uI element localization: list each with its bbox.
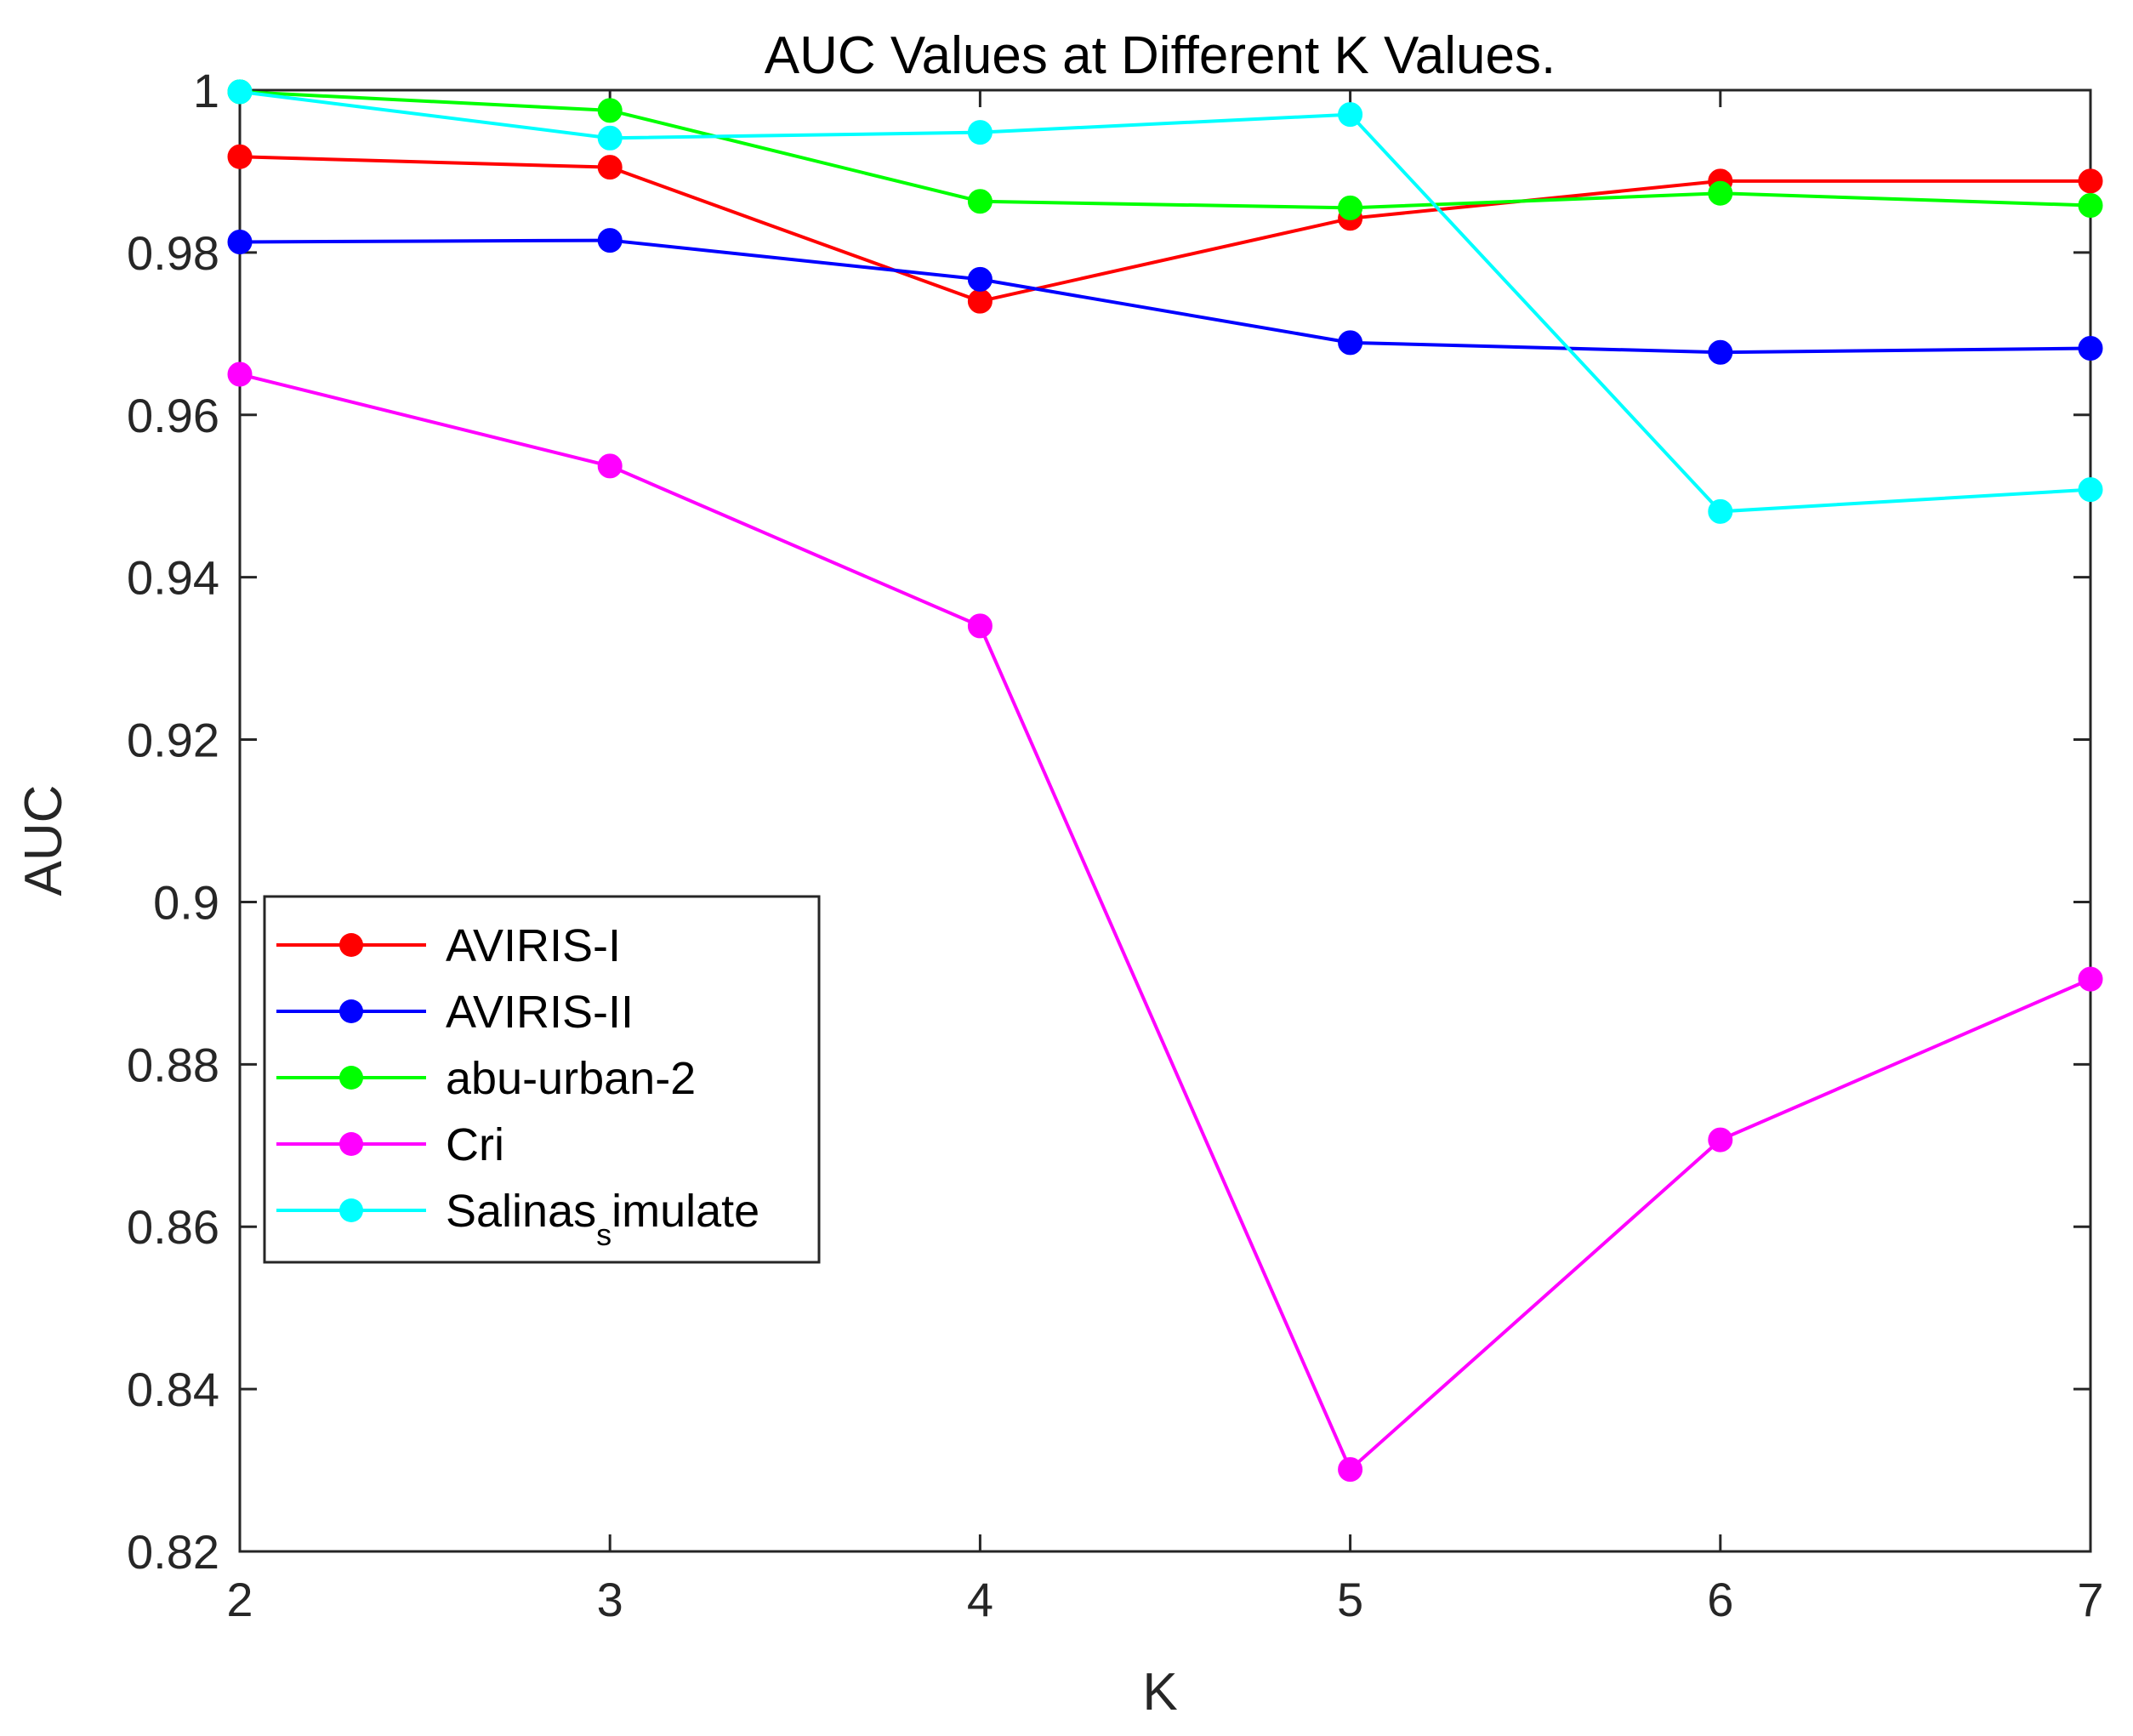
legend-swatch-marker: [339, 1066, 363, 1090]
data-point: [597, 228, 623, 253]
data-point: [967, 189, 993, 214]
series-line: [239, 89, 2091, 514]
legend-label: abu-urban-2: [446, 1053, 696, 1104]
x-axis-title: K: [1142, 1663, 1177, 1722]
data-point: [967, 288, 993, 314]
data-point: [2078, 966, 2103, 992]
legend[interactable]: AVIRIS-I AVIRIS-II abu-urban-2 Cri Salinassi…: [263, 895, 821, 1264]
legend-item[interactable]: Cri: [276, 1119, 504, 1170]
legend-label: Cri: [446, 1119, 504, 1170]
data-point: [1708, 498, 1733, 524]
y-tick-label: 0.86: [127, 1200, 219, 1254]
series-line: [239, 89, 2091, 210]
data-point: [597, 155, 623, 180]
data-point: [967, 613, 993, 639]
y-tick-label: 0.84: [127, 1363, 219, 1416]
legend-label: AVIRIS-I: [446, 920, 621, 971]
data-point: [1338, 195, 1363, 220]
legend-item[interactable]: AVIRIS-II: [276, 987, 634, 1038]
legend-swatch-marker: [339, 1132, 363, 1156]
y-axis-title: AUC: [14, 785, 73, 896]
series-aviris-ii: [227, 228, 2103, 365]
legend-swatch-marker: [339, 1198, 363, 1222]
data-point: [967, 120, 993, 145]
data-point: [1708, 1127, 1733, 1153]
data-point: [227, 229, 253, 254]
series-line: [239, 155, 2090, 304]
data-point: [597, 453, 623, 479]
legend-label: AVIRIS-II: [446, 987, 634, 1038]
legend-item[interactable]: AVIRIS-I: [276, 920, 621, 971]
x-tick-label: 2: [226, 1573, 253, 1626]
data-point: [227, 144, 253, 169]
x-tick-label: 6: [1707, 1573, 1733, 1626]
data-point: [1338, 330, 1363, 356]
legend-swatch-marker: [339, 933, 363, 957]
y-tick-label: 0.96: [127, 389, 219, 442]
data-point: [1338, 102, 1363, 128]
series-line: [239, 238, 2091, 355]
series-line: [239, 373, 2091, 1472]
series-salinas-simulate: [227, 79, 2103, 524]
plot-frame: [238, 88, 2092, 1553]
legend-item[interactable]: abu-urban-2: [276, 1053, 696, 1104]
series-cri: [227, 361, 2103, 1483]
x-tick-label: 7: [2077, 1573, 2103, 1626]
data-point: [227, 79, 253, 105]
y-tick-label: 1: [193, 64, 219, 117]
y-tick-label: 0.9: [153, 875, 219, 929]
data-point: [1708, 339, 1733, 365]
y-tick-label: 0.88: [127, 1038, 219, 1091]
x-tick-label: 3: [597, 1573, 623, 1626]
legend-label: Salinassimulate: [446, 1186, 759, 1252]
data-point: [1708, 180, 1733, 206]
y-tick-label: 0.82: [127, 1525, 219, 1579]
legend-item[interactable]: Salinassimulate: [276, 1186, 759, 1252]
data-point: [597, 98, 623, 123]
data-point: [597, 125, 623, 151]
data-point: [2078, 336, 2103, 361]
series-layer: [227, 79, 2103, 1483]
data-point: [227, 361, 253, 387]
x-tick-label: 5: [1337, 1573, 1363, 1626]
data-point: [2078, 477, 2103, 503]
y-tick-label: 0.92: [127, 714, 219, 767]
data-point: [2078, 168, 2103, 194]
x-tick-label: 4: [967, 1573, 993, 1626]
chart-title: AUC Values at Different K Values.: [765, 26, 1556, 85]
data-point: [2078, 193, 2103, 219]
data-point: [1338, 1457, 1363, 1483]
legend-swatch-marker: [339, 999, 363, 1023]
y-tick-label: 0.98: [127, 226, 219, 280]
axes: 2 3 4 5 6 7 0.82 0.84 0.86 0.88 0.9 0.92 0.94 0.96 0.9…: [127, 64, 2104, 1626]
y-tick-label: 0.94: [127, 551, 219, 605]
data-point: [967, 266, 993, 292]
